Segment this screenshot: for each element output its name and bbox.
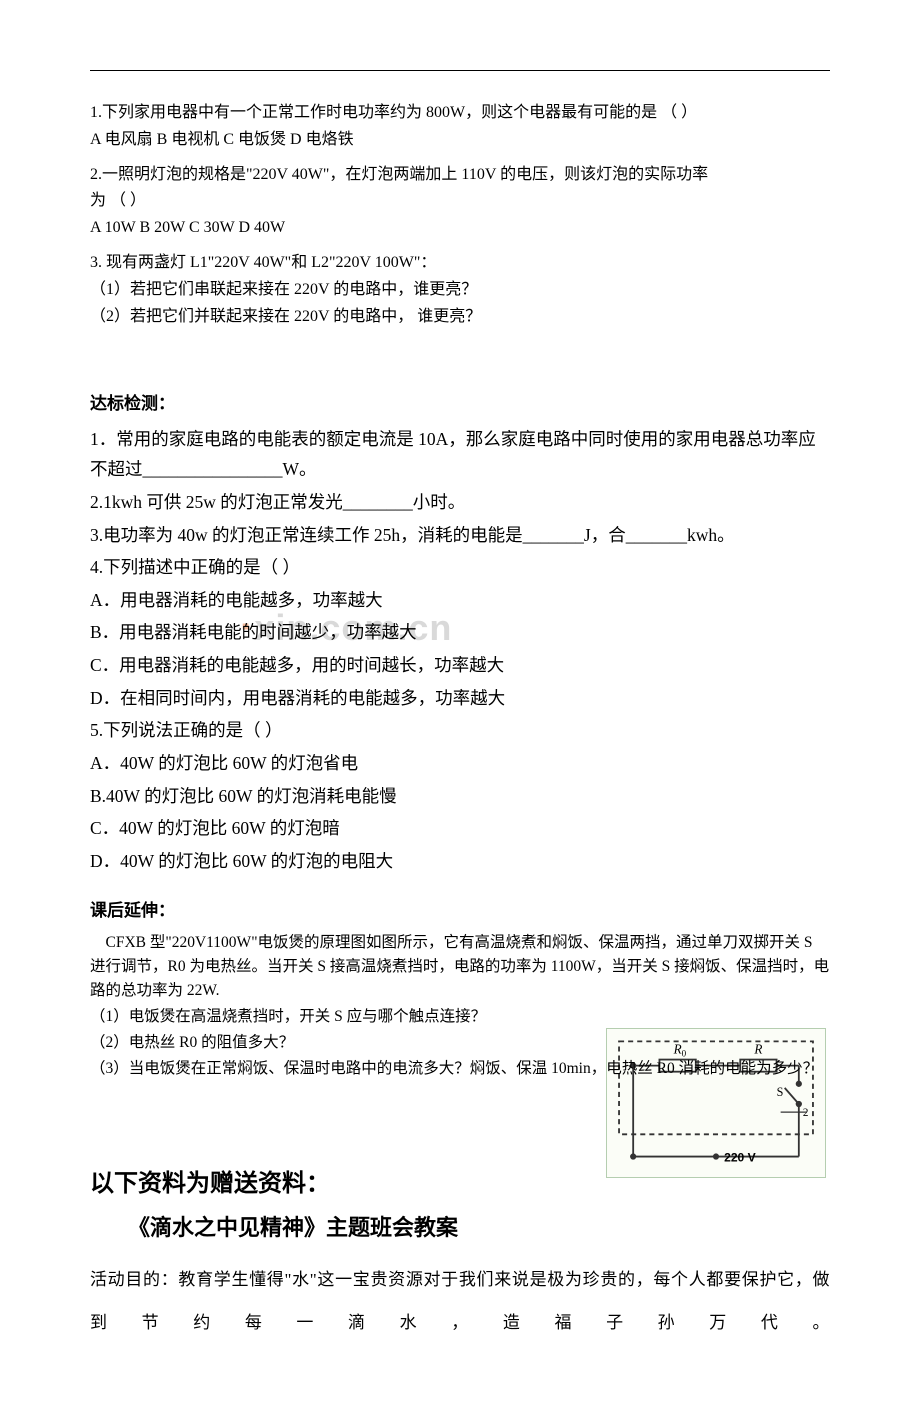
q1-options: A 电风扇 B 电视机 C 电饭煲 D 电烙铁 — [90, 128, 830, 153]
dabiao-item: A．40W 的灯泡比 60W 的灯泡省电 — [90, 748, 830, 779]
dabiao-item: D．40W 的灯泡比 60W 的灯泡的电阻大 — [90, 846, 830, 877]
dabiao-item: C．40W 的灯泡比 60W 的灯泡暗 — [90, 813, 830, 844]
dabiao-item: A．用电器消耗的电能越多，功率越大 — [90, 585, 830, 616]
dabiao-item: B．用电器消耗电能的时间越少，功率越大 — [90, 617, 830, 648]
extend-line: （1）电饭煲在高温烧煮挡时，开关 S 应与哪个触点连接？ — [90, 1005, 830, 1029]
extend-block: CFXB 型"220V1100W"电饭煲的原理图如图所示，它有高温烧煮和焖饭、保… — [90, 931, 830, 1081]
q3-sub2: （2）若把它们并联起来接在 220V 的电路中， 谁更亮？ — [90, 305, 830, 330]
dabiao-item: 5.下列说法正确的是（ ） — [90, 715, 830, 746]
top-rule — [90, 70, 830, 71]
dabiao-item: C．用电器消耗的电能越多，用的时间越长，功率越大 — [90, 650, 830, 681]
dabiao-item: B.40W 的灯泡比 60W 的灯泡消耗电能慢 — [90, 781, 830, 812]
q3-sub1: （1）若把它们串联起来接在 220V 的电路中，谁更亮？ — [90, 278, 830, 303]
q1-text: 1.下列家用电器中有一个正常工作时电功率约为 800W，则这个电器最有可能的是 … — [90, 101, 830, 126]
q2-options: A 10W B 20W C 30W D 40W — [90, 216, 830, 241]
dabiao-item: 2.1kwh 可供 25w 的灯泡正常发光________小时。 — [90, 487, 830, 518]
dabiao-item: 4.下列描述中正确的是（ ） — [90, 552, 830, 583]
dabiao-item: 1．常用的家庭电路的电能表的额定电流是 10A，那么家庭电路中同时使用的家用电器… — [90, 424, 830, 485]
dabiao-item: D．在相同时间内，用电器消耗的电能越多，功率越大 — [90, 683, 830, 714]
extend-line: （3）当电饭煲在正常焖饭、保温时电路中的电流多大？焖饭、保温 10min，电热丝… — [90, 1057, 830, 1081]
q3-title: 3. 现有两盏灯 L1"220V 40W"和 L2"220V 100W"： — [90, 251, 830, 276]
bonus-heading: 以下资料为赠送资料： — [90, 1166, 830, 1203]
dabiao-item: 3.电功率为 40w 的灯泡正常连续工作 25h，消耗的电能是_______J，… — [90, 520, 830, 551]
q2-line1: 2.一照明灯泡的规格是"220V 40W"，在灯泡两端加上 110V 的电压，则… — [90, 163, 830, 188]
dabiao-title: 达标检测： — [90, 391, 830, 417]
extend-title: 课后延伸： — [90, 898, 830, 924]
question-1: 1.下列家用电器中有一个正常工作时电功率约为 800W，则这个电器最有可能的是 … — [90, 101, 830, 153]
question-2: 2.一照明灯泡的规格是"220V 40W"，在灯泡两端加上 110V 的电压，则… — [90, 163, 830, 241]
extend-line: （2）电热丝 R0 的阻值多大？ — [90, 1031, 830, 1055]
extend-line: CFXB 型"220V1100W"电饭煲的原理图如图所示，它有高温烧煮和焖饭、保… — [90, 931, 830, 1003]
question-3: 3. 现有两盏灯 L1"220V 40W"和 L2"220V 100W"： （1… — [90, 251, 830, 329]
bonus-subtitle: 《滴水之中见精神》主题班会教案 — [90, 1211, 830, 1245]
q2-line2: 为 （ ） — [90, 189, 830, 214]
dabiao-block: 1．常用的家庭电路的电能表的额定电流是 10A，那么家庭电路中同时使用的家用电器… — [90, 424, 830, 877]
